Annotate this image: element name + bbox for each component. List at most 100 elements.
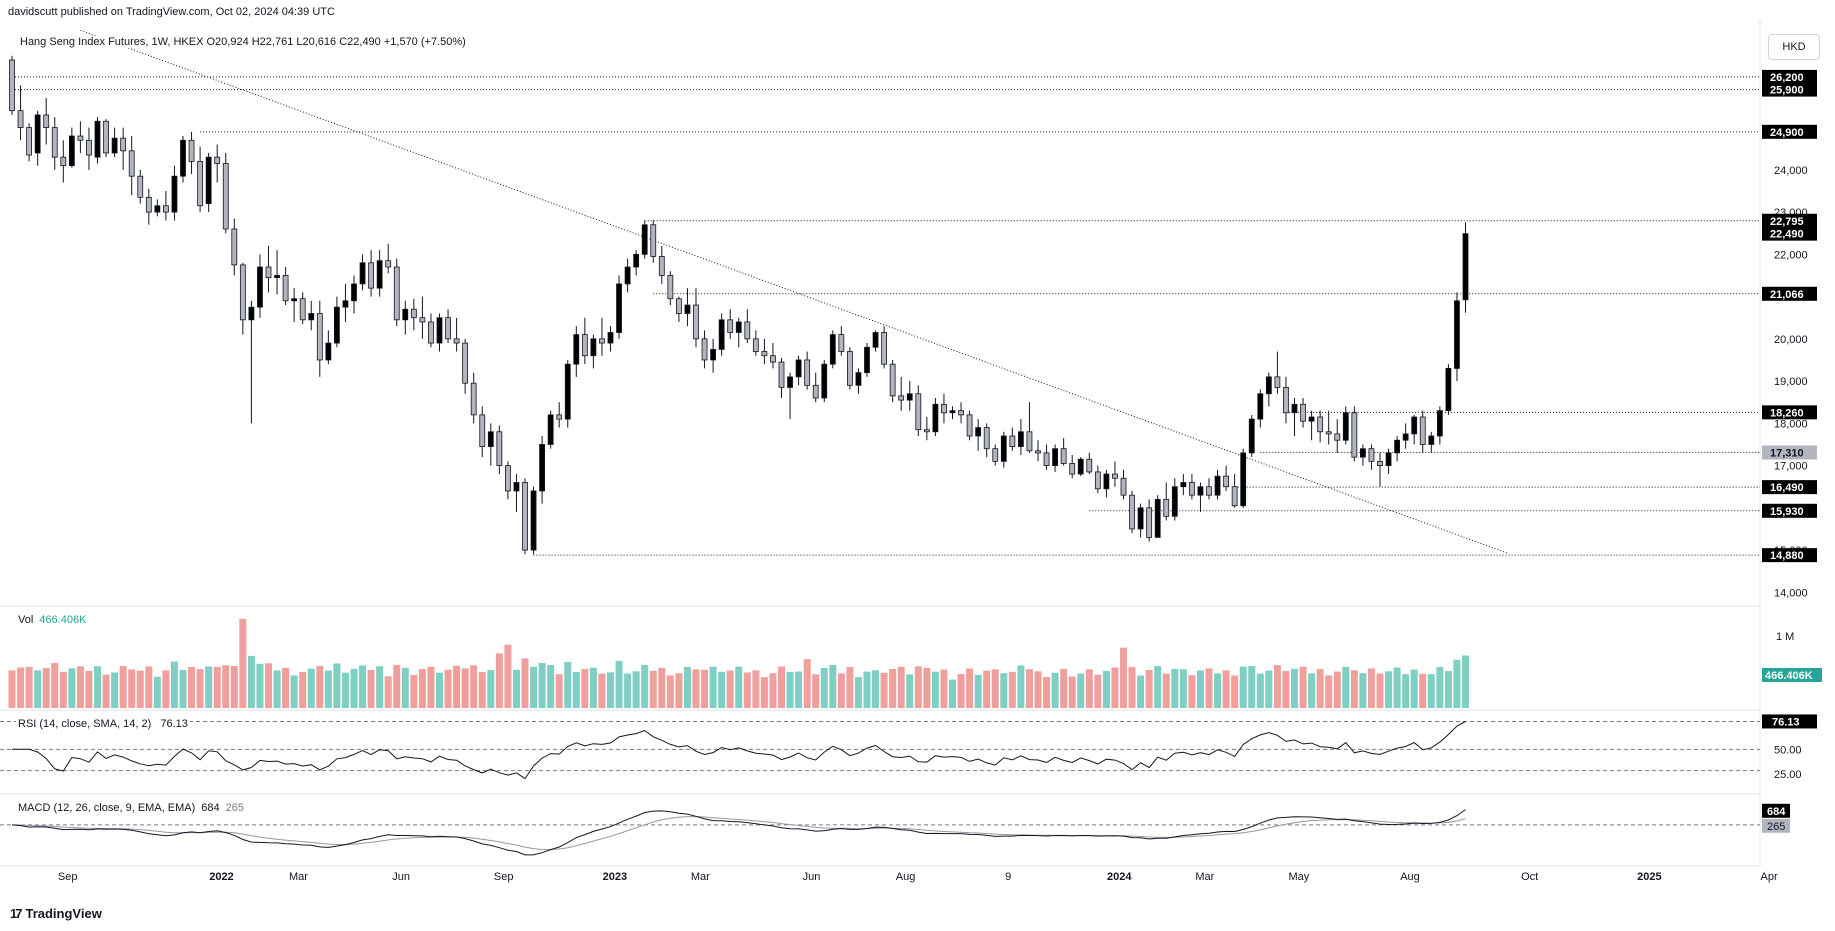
candle-body xyxy=(359,262,366,285)
candle-body xyxy=(1060,448,1067,464)
volume-bar xyxy=(624,673,632,708)
volume-bar xyxy=(949,679,956,708)
candle-body xyxy=(889,363,896,397)
macd-signal-line xyxy=(11,815,1466,850)
candle xyxy=(650,220,657,263)
volume-bar xyxy=(76,666,84,708)
volume-bar xyxy=(530,666,538,708)
candle-body xyxy=(1308,416,1315,422)
price-tag-bg xyxy=(1762,480,1817,495)
tradingview-brand[interactable]: 17 TradingView xyxy=(10,906,102,921)
price-tag: 25,900 xyxy=(1762,82,1817,97)
candle xyxy=(1197,482,1204,513)
currency-button[interactable]: HKD xyxy=(1768,34,1820,60)
candle xyxy=(770,343,776,369)
candle xyxy=(197,146,204,213)
volume-bar xyxy=(324,670,332,708)
volume-bar xyxy=(410,674,418,708)
candle xyxy=(1274,351,1281,394)
volume-bar xyxy=(34,670,42,708)
candle-body xyxy=(906,393,913,401)
candle-body xyxy=(770,355,776,363)
price-tag: 22,795 xyxy=(1762,213,1817,228)
candle-body xyxy=(872,332,879,348)
volume-bar xyxy=(709,666,717,708)
candle xyxy=(787,372,793,420)
volume-bar xyxy=(547,664,555,708)
candle xyxy=(1351,406,1358,462)
candle xyxy=(599,317,605,356)
volume-bar xyxy=(461,668,469,708)
candle-body xyxy=(1317,416,1324,433)
candle xyxy=(359,254,366,291)
rsi-value: 76.13 xyxy=(160,718,188,730)
candle xyxy=(1342,406,1349,445)
volume-bar xyxy=(273,670,281,708)
candle-body xyxy=(718,319,725,350)
candle-body xyxy=(128,150,135,177)
candle-body xyxy=(778,361,785,388)
candle xyxy=(26,123,33,162)
volume-bar xyxy=(316,666,324,708)
candle xyxy=(667,271,674,306)
rsi-title: RSI (14, close, SMA, 14, 2) xyxy=(18,718,152,730)
volume-bar xyxy=(880,672,888,708)
volume-bar xyxy=(1256,673,1264,708)
candle-body xyxy=(504,465,511,492)
candle xyxy=(966,410,973,441)
candle xyxy=(1334,419,1341,453)
volume-bar xyxy=(743,672,751,708)
volume-bar xyxy=(205,666,213,708)
volume-bar xyxy=(17,667,25,708)
candle xyxy=(975,419,982,451)
time-axis-label: Aug xyxy=(896,871,916,883)
candle xyxy=(402,300,409,335)
macd-signal-tag-label: 265 xyxy=(1767,821,1785,833)
price-tag: 14,880 xyxy=(1762,548,1817,563)
volume-bar xyxy=(145,666,153,708)
candle xyxy=(128,136,135,196)
candle-body xyxy=(1377,460,1383,466)
candle-body xyxy=(376,260,383,289)
candle xyxy=(145,188,152,225)
candle-body xyxy=(103,120,109,154)
candle xyxy=(274,250,280,295)
candle xyxy=(428,313,434,348)
volume-bar xyxy=(495,653,503,708)
volume-bar xyxy=(521,658,529,708)
candle-body xyxy=(86,139,92,156)
candle-body xyxy=(1283,387,1289,414)
time-axis-label: Aug xyxy=(1400,871,1420,883)
volume-bar xyxy=(957,674,965,708)
volume-bar xyxy=(795,671,803,708)
time-axis-label: Mar xyxy=(289,871,308,883)
candle xyxy=(1043,444,1050,470)
candle-body xyxy=(1325,431,1332,435)
volume-bar xyxy=(914,666,922,708)
candle-body xyxy=(1223,475,1229,488)
time-axis-label: Mar xyxy=(691,871,710,883)
time-axis-label: 2024 xyxy=(1107,871,1132,883)
candle xyxy=(1112,461,1118,487)
candle-body xyxy=(137,175,144,198)
volume-bar xyxy=(8,670,16,708)
candle-body xyxy=(701,338,708,361)
volume-bar xyxy=(812,674,820,708)
candle-body xyxy=(1231,486,1238,507)
volume-bar xyxy=(1222,670,1230,708)
candle xyxy=(522,478,528,555)
candle-body xyxy=(419,317,426,323)
candle-body xyxy=(1018,431,1024,447)
volume-bar xyxy=(119,666,127,708)
price-tag-bg xyxy=(1762,445,1817,460)
macd-value: 684 xyxy=(201,802,220,814)
candle xyxy=(1137,503,1144,538)
volume-bar xyxy=(265,663,272,708)
volume-bar xyxy=(1342,666,1350,708)
candle-body xyxy=(581,334,588,357)
candle-body xyxy=(1000,435,1007,462)
volume-bar xyxy=(230,666,238,708)
volume-bar xyxy=(803,659,811,708)
candle xyxy=(205,152,212,213)
